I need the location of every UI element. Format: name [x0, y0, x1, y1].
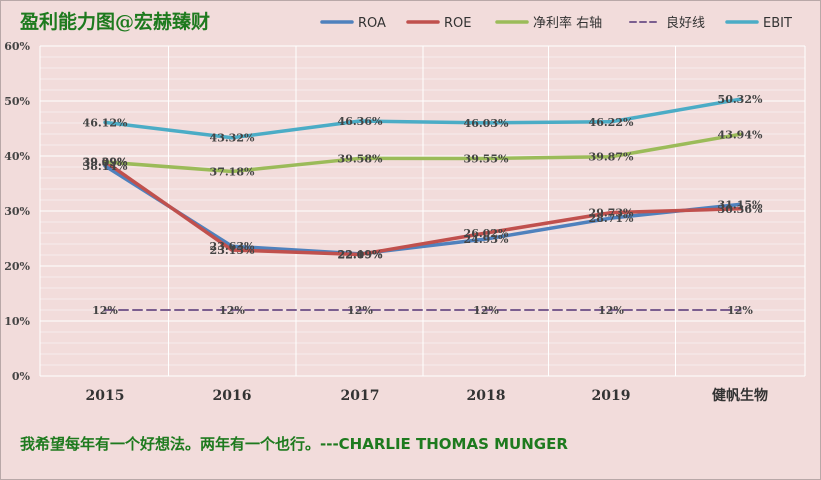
data-label: 12% — [219, 304, 245, 317]
data-label: 50.32% — [718, 93, 763, 106]
data-label: 39.09% — [83, 156, 128, 169]
chart-grid — [39, 45, 806, 377]
legend-label: 良好线 — [666, 15, 705, 31]
y-tick-label: 50% — [4, 95, 30, 108]
data-label: 39.87% — [589, 151, 634, 164]
chart-series — [103, 97, 742, 312]
legend-label: 净利率 右轴 — [533, 15, 602, 31]
data-label: 29.73% — [589, 207, 634, 220]
data-label: 46.22% — [589, 116, 634, 129]
series-line-EBIT — [103, 97, 742, 140]
data-label: 12% — [598, 304, 624, 317]
data-point — [484, 231, 488, 235]
data-label: 46.03% — [464, 117, 509, 130]
data-point — [484, 237, 488, 241]
x-axis: 2015 2016 2017 2018 2019 健帆生物 — [86, 387, 768, 404]
series-line-ROA — [103, 164, 742, 256]
data-label: 22.09% — [338, 248, 383, 261]
y-tick-label: 60% — [4, 40, 30, 53]
data-label: 23.63% — [210, 240, 255, 253]
munger-quote: 我希望每年有一个好想法。两年有一个也行。---CHARLIE THOMAS MU… — [20, 435, 568, 453]
data-point — [609, 308, 613, 312]
legend-label: ROA — [358, 16, 386, 31]
data-label: 28.71% — [589, 212, 634, 225]
data-label: 22.19% — [338, 248, 383, 261]
data-label: 12% — [347, 304, 373, 317]
data-label: 38.14% — [83, 160, 128, 173]
data-label: 39.55% — [464, 152, 509, 165]
data-point — [230, 308, 234, 312]
data-point — [230, 170, 234, 174]
data-point — [609, 211, 613, 215]
y-tick-label: 20% — [4, 260, 30, 273]
data-point — [738, 308, 742, 312]
chart-legend: ROA ROE 净利率 右轴 良好线 EBIT — [320, 15, 792, 31]
data-point — [103, 120, 107, 124]
data-label: 43.94% — [718, 128, 763, 141]
data-point — [230, 248, 234, 252]
y-tick-label: 30% — [4, 205, 30, 218]
data-label: 46.36% — [338, 115, 383, 128]
data-point — [358, 119, 362, 123]
data-point — [358, 156, 362, 160]
x-tick-label: 2019 — [592, 388, 631, 404]
x-tick-label: 2017 — [341, 388, 380, 404]
series-line-净利率 右轴 — [103, 132, 742, 174]
data-point — [609, 216, 613, 220]
data-point — [738, 202, 742, 206]
data-point — [103, 160, 107, 164]
data-point — [738, 132, 742, 136]
data-label: 37.18% — [210, 166, 255, 179]
data-label: 24.93% — [464, 233, 509, 246]
legend-label: EBIT — [763, 16, 792, 31]
data-point — [738, 97, 742, 101]
data-label: 12% — [92, 304, 118, 317]
x-tick-label: 2016 — [213, 388, 252, 404]
legend-label: ROE — [444, 16, 471, 31]
data-point — [358, 308, 362, 312]
y-tick-label: 10% — [4, 315, 30, 328]
chart-title: 盈利能力图@宏赫臻财 — [19, 10, 210, 33]
data-label: 12% — [473, 304, 499, 317]
data-label: 31.15% — [718, 198, 763, 211]
data-label: 46.12% — [83, 116, 128, 129]
data-point — [484, 308, 488, 312]
x-tick-label: 2015 — [86, 388, 125, 404]
data-label: 23.15% — [210, 244, 255, 257]
data-point — [609, 120, 613, 124]
data-point — [484, 121, 488, 125]
data-point — [484, 156, 488, 160]
y-tick-label: 0% — [12, 370, 31, 383]
data-point — [609, 155, 613, 159]
y-axis: 0% 10% 20% 30% 40% 50% 60% — [4, 40, 30, 383]
data-point — [230, 244, 234, 248]
y-tick-label: 40% — [4, 150, 30, 163]
series-line-ROE — [103, 159, 742, 257]
x-tick-label: 健帆生物 — [712, 387, 768, 404]
data-labels: 38.14% 23.63% 22.19% 24.93% 28.71% 31.15% 39.3… — [83, 93, 763, 317]
data-point — [738, 207, 742, 211]
data-label: 26.02% — [464, 227, 509, 240]
data-label: 43.32% — [210, 132, 255, 145]
data-point — [103, 308, 107, 312]
data-label: 39.58% — [338, 152, 383, 165]
data-point — [103, 164, 107, 168]
data-label: 30.36% — [718, 203, 763, 216]
data-label: 12% — [727, 304, 753, 317]
data-point — [230, 136, 234, 140]
data-point — [358, 252, 362, 256]
data-label: 39.39% — [83, 156, 128, 169]
x-tick-label: 2018 — [467, 388, 506, 404]
